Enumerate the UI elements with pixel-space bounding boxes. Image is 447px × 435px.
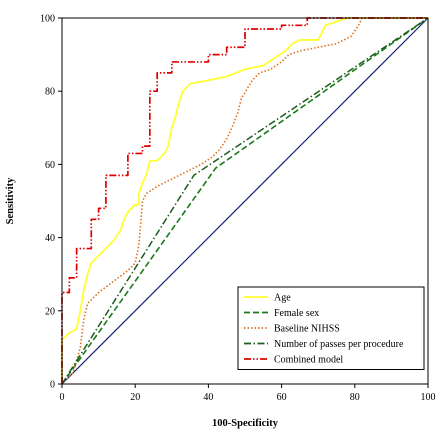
x-tick-label-100: 100 bbox=[421, 392, 436, 403]
y-axis-title: Sensitivity bbox=[5, 177, 16, 224]
series-line-age bbox=[61, 17, 428, 384]
x-tick-label-0: 0 bbox=[60, 392, 65, 403]
y-tick-label-60: 60 bbox=[45, 160, 55, 171]
series-layer bbox=[61, 17, 429, 385]
series-line-number-of-passes-per-procedure bbox=[61, 17, 429, 385]
y-tick-label-80: 80 bbox=[45, 87, 55, 98]
reference-diagonal-line bbox=[61, 17, 429, 385]
y-tick-label-40: 40 bbox=[45, 233, 55, 244]
x-tick-label-40: 40 bbox=[203, 392, 213, 403]
plot-frame bbox=[61, 17, 429, 385]
legend-box bbox=[237, 286, 425, 370]
series-line-combined-model bbox=[61, 17, 428, 384]
x-tick-label-20: 20 bbox=[130, 392, 140, 403]
legend-label-age: Age bbox=[274, 293, 291, 304]
series-line-female-sex bbox=[61, 17, 429, 385]
y-tick-label-0: 0 bbox=[50, 380, 55, 391]
x-tick-label-80: 80 bbox=[350, 392, 360, 403]
x-tick-label-60: 60 bbox=[277, 392, 287, 403]
tick-labels: 0 20 40 60 80 100 0 20 40 60 80 100 bbox=[40, 14, 436, 404]
legend-label-female-sex: Female sex bbox=[274, 308, 319, 319]
legend: Age Female sex Baseline NIHSS Number of pas… bbox=[237, 286, 425, 370]
y-tick-label-100: 100 bbox=[40, 14, 55, 25]
legend-label-number-of-passes-per-procedure: Number of passes per procedure bbox=[274, 339, 404, 350]
x-axis-title: 100-Specificity bbox=[212, 418, 279, 429]
legend-label-combined-model: Combined model bbox=[274, 355, 343, 366]
legend-label-baseline-nihss: Baseline NIHSS bbox=[274, 324, 340, 335]
tick-marks bbox=[58, 17, 429, 388]
y-tick-label-20: 20 bbox=[45, 306, 55, 317]
